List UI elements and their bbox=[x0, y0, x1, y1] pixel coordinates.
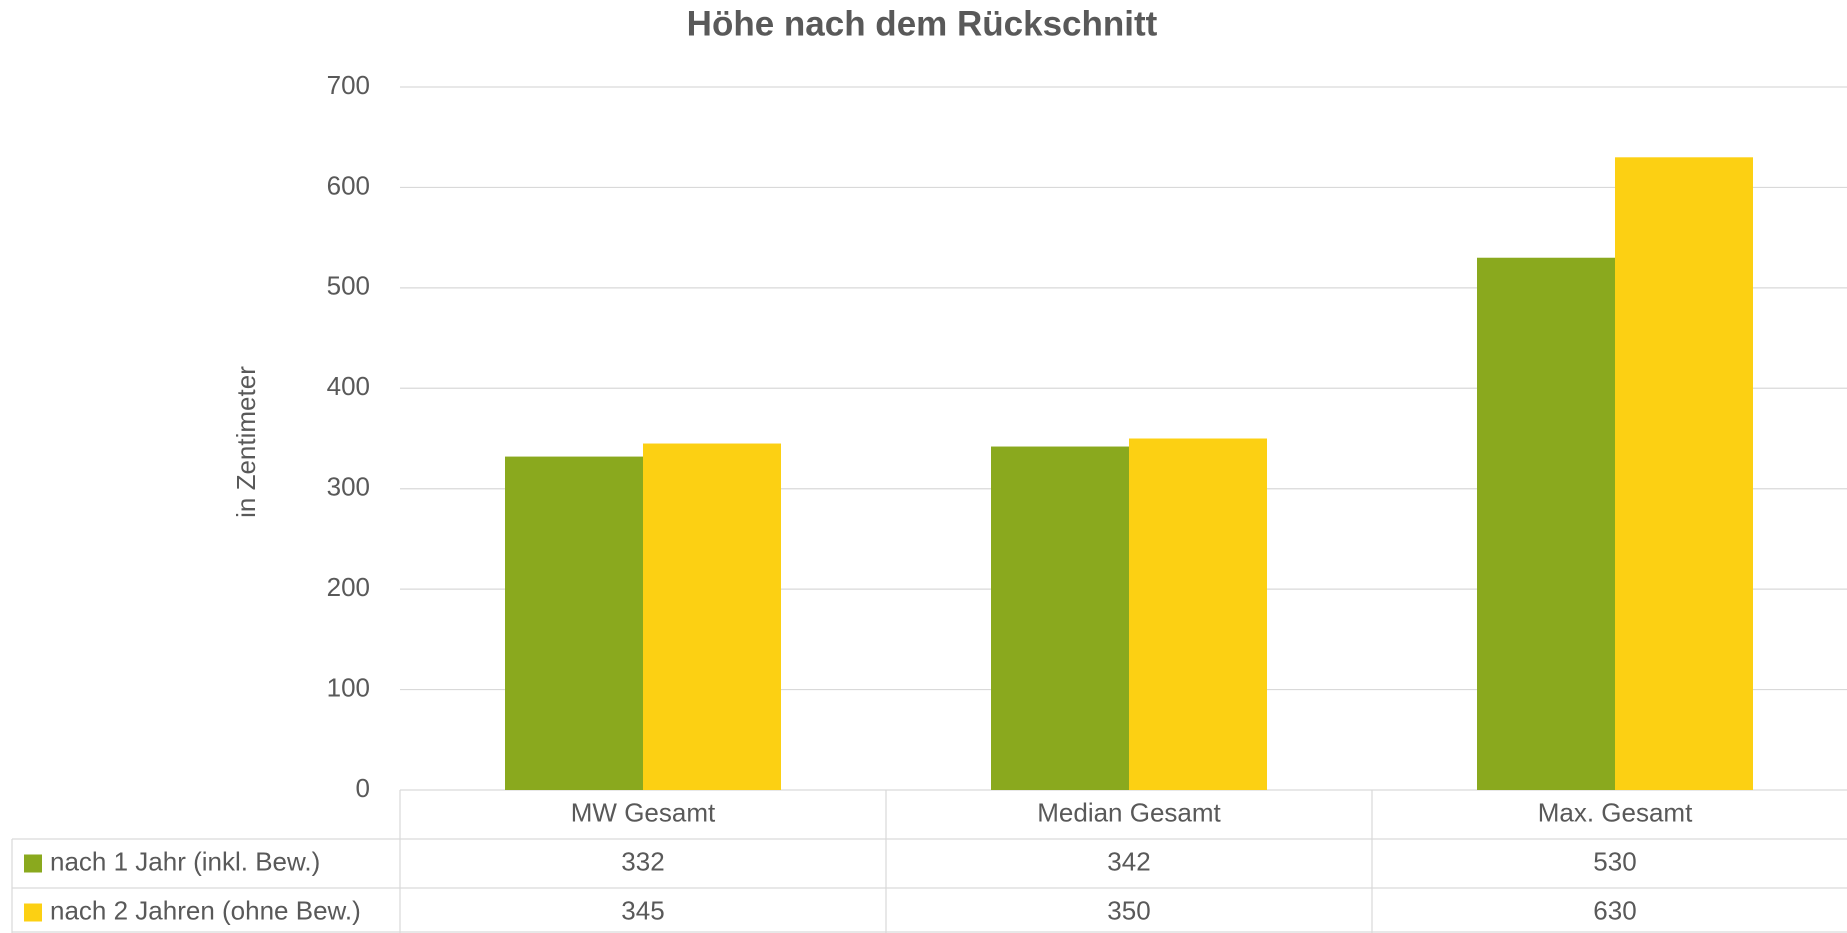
table-value: 630 bbox=[1593, 895, 1636, 925]
table-value: 350 bbox=[1107, 895, 1150, 925]
bar bbox=[1129, 438, 1267, 790]
legend-label: nach 2 Jahren (ohne Bew.) bbox=[50, 895, 361, 925]
bar bbox=[1615, 157, 1753, 791]
chart-title: Höhe nach dem Rückschnitt bbox=[687, 4, 1158, 43]
y-axis-label: in Zentimeter bbox=[231, 366, 261, 518]
y-tick-label: 500 bbox=[327, 271, 370, 301]
legend-swatch bbox=[24, 903, 42, 922]
x-tick-label: Median Gesamt bbox=[1037, 797, 1221, 827]
table-value: 332 bbox=[621, 846, 664, 876]
y-tick-label: 300 bbox=[327, 472, 370, 502]
table-value: 342 bbox=[1107, 846, 1150, 876]
table-value: 345 bbox=[621, 895, 664, 925]
y-tick-label: 700 bbox=[327, 70, 370, 100]
bar bbox=[991, 446, 1129, 790]
table-value: 530 bbox=[1593, 846, 1636, 876]
legend-label: nach 1 Jahr (inkl. Bew.) bbox=[50, 846, 320, 876]
bar bbox=[643, 443, 781, 790]
bar bbox=[505, 456, 643, 790]
x-tick-label: MW Gesamt bbox=[571, 797, 716, 827]
y-tick-label: 600 bbox=[327, 170, 370, 200]
y-tick-label: 0 bbox=[356, 773, 370, 803]
legend-swatch bbox=[24, 854, 42, 873]
x-tick-label: Max. Gesamt bbox=[1538, 797, 1693, 827]
y-tick-label: 100 bbox=[327, 672, 370, 702]
y-tick-label: 400 bbox=[327, 371, 370, 401]
bar bbox=[1477, 257, 1615, 790]
y-tick-label: 200 bbox=[327, 572, 370, 602]
